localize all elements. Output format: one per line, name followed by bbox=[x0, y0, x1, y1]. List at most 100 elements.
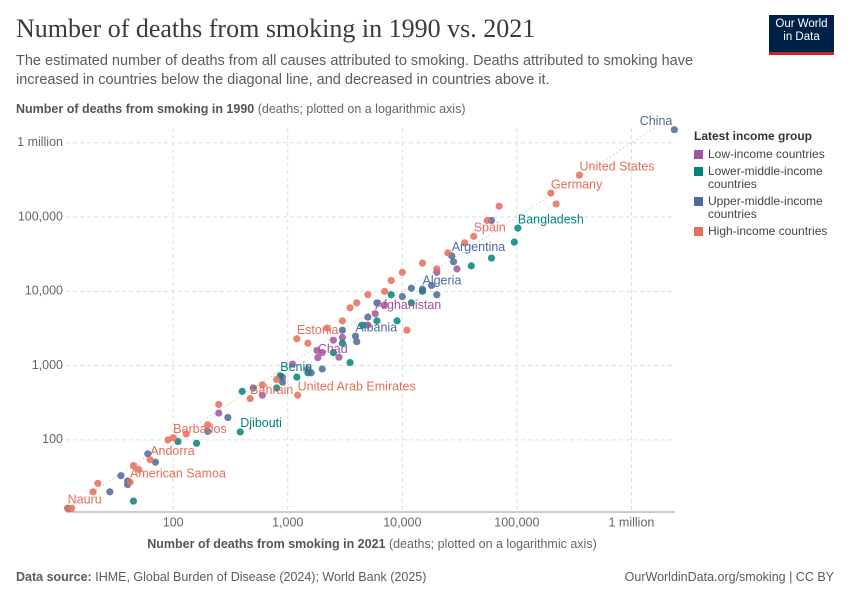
legend-item[interactable]: Lower-middle-income countries bbox=[694, 165, 844, 191]
point bbox=[495, 202, 503, 210]
point bbox=[407, 284, 415, 292]
legend-swatch bbox=[694, 197, 703, 206]
point bbox=[288, 360, 297, 368]
y-axis-note: (deaths; plotted on a logarithmic axis) bbox=[258, 102, 466, 116]
point-label: Andorra bbox=[150, 444, 195, 458]
point bbox=[338, 339, 347, 347]
point-label: China bbox=[640, 114, 673, 128]
point bbox=[380, 301, 389, 309]
point bbox=[293, 373, 301, 381]
point bbox=[371, 310, 379, 318]
point bbox=[215, 400, 223, 409]
point-label: American Samoa bbox=[130, 466, 226, 480]
y-tick-label: 1,000 bbox=[32, 358, 63, 372]
point bbox=[182, 430, 190, 438]
point-label: Algeria bbox=[422, 273, 461, 287]
point bbox=[318, 365, 326, 373]
y-tick-label: 100 bbox=[42, 432, 63, 446]
legend-label: High-income countries bbox=[708, 224, 828, 238]
legend-swatch bbox=[694, 150, 703, 159]
point bbox=[353, 299, 361, 307]
point bbox=[403, 326, 411, 334]
point bbox=[204, 421, 212, 429]
point bbox=[236, 428, 244, 436]
point bbox=[144, 450, 152, 458]
point bbox=[304, 339, 312, 347]
point bbox=[449, 258, 458, 266]
footer-url[interactable]: OurWorldinData.org/smoking | CC BY bbox=[624, 570, 834, 584]
point bbox=[398, 268, 406, 276]
point bbox=[547, 189, 555, 197]
point bbox=[89, 488, 97, 496]
point bbox=[146, 456, 154, 464]
point bbox=[364, 291, 372, 299]
y-tick-label: 100,000 bbox=[18, 209, 63, 223]
subtitle: The estimated number of deaths from all … bbox=[16, 53, 694, 88]
point bbox=[427, 281, 436, 290]
point bbox=[483, 216, 491, 225]
point bbox=[335, 353, 343, 361]
point bbox=[106, 488, 114, 496]
point bbox=[433, 291, 441, 299]
point bbox=[353, 338, 361, 346]
logo-line: Our World bbox=[775, 18, 828, 30]
x-tick-label: 100 bbox=[163, 515, 184, 529]
x-tick-label: 100,000 bbox=[494, 515, 539, 529]
point bbox=[313, 346, 321, 355]
point bbox=[258, 381, 266, 389]
point bbox=[215, 409, 223, 417]
point bbox=[364, 313, 372, 321]
legend: Latest income group Low-income countries L… bbox=[694, 129, 844, 242]
logo[interactable]: Our World in Data bbox=[769, 15, 834, 55]
point bbox=[135, 465, 143, 474]
point bbox=[380, 287, 389, 295]
x-tick-label: 1,000 bbox=[272, 515, 303, 529]
point bbox=[329, 348, 337, 357]
point bbox=[273, 375, 281, 384]
point bbox=[387, 276, 395, 285]
x-axis-title: Number of deaths from smoking in 2021 (d… bbox=[147, 537, 596, 551]
x-tick-label: 10,000 bbox=[383, 515, 421, 529]
point bbox=[94, 479, 102, 487]
point bbox=[373, 317, 381, 325]
point bbox=[407, 299, 415, 307]
point bbox=[433, 265, 441, 273]
point bbox=[387, 291, 395, 299]
point bbox=[273, 384, 281, 392]
point bbox=[398, 292, 406, 301]
legend-title: Latest income group bbox=[694, 129, 813, 143]
point bbox=[307, 369, 315, 377]
point bbox=[346, 304, 354, 312]
point-label: Barbados bbox=[173, 422, 227, 436]
y-tick-label: 1 million bbox=[17, 135, 63, 149]
point bbox=[470, 232, 478, 240]
legend-item[interactable]: High-income countries bbox=[694, 225, 844, 238]
point bbox=[258, 391, 266, 399]
point bbox=[510, 238, 518, 246]
point-label: Argentina bbox=[452, 240, 506, 254]
legend-label: Low-income countries bbox=[708, 147, 825, 161]
point bbox=[126, 478, 134, 486]
point-label: Albania bbox=[355, 320, 397, 334]
legend-label: Upper-middle-income countries bbox=[708, 194, 823, 221]
point bbox=[467, 262, 475, 270]
legend-item[interactable]: Upper-middle-income countries bbox=[694, 195, 844, 221]
point bbox=[338, 333, 347, 341]
point bbox=[224, 413, 232, 422]
point-label: United States bbox=[579, 159, 654, 173]
point bbox=[164, 436, 172, 444]
x-tick-label: 1 million bbox=[609, 515, 655, 529]
point bbox=[192, 439, 201, 447]
source-text: IHME, Global Burden of Disease (2024); W… bbox=[95, 570, 427, 584]
legend-swatch bbox=[694, 167, 703, 176]
point-label: Bangladesh bbox=[518, 212, 584, 226]
point bbox=[293, 335, 301, 343]
point bbox=[117, 472, 125, 480]
point bbox=[453, 265, 461, 273]
point bbox=[364, 321, 372, 329]
legend-item[interactable]: Low-income countries bbox=[694, 148, 844, 161]
point bbox=[373, 299, 381, 307]
x-axis-label: Number of deaths from smoking in 2021 bbox=[147, 537, 385, 551]
point bbox=[68, 504, 76, 512]
point-label: Chad bbox=[318, 342, 348, 356]
